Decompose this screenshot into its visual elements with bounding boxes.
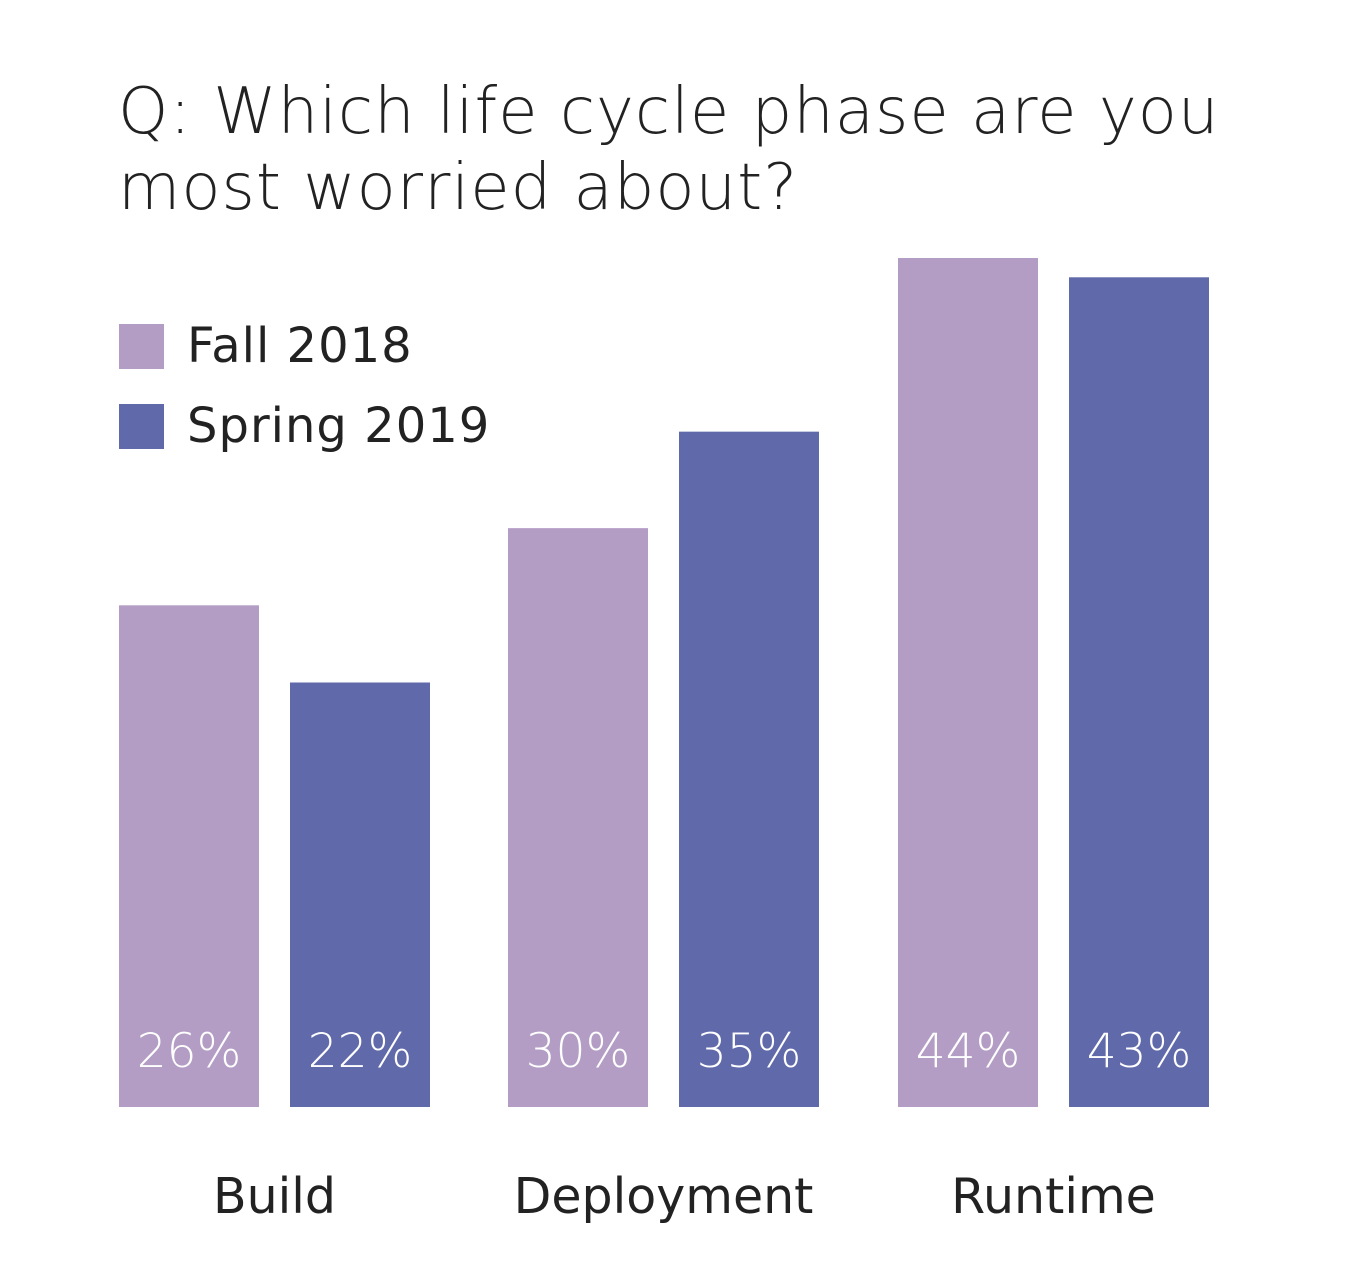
bar-build-spring-2019 bbox=[290, 682, 430, 1107]
bar-deployment-spring-2019 bbox=[679, 431, 819, 1108]
chart-title: Q: Which life cycle phase are you most w… bbox=[118, 74, 1219, 226]
legend: Fall 2018 Spring 2019 bbox=[119, 318, 490, 478]
bar-runtime-fall-2018 bbox=[898, 258, 1038, 1107]
x-tick-label: Build bbox=[213, 1168, 336, 1225]
bar-build-fall-2018 bbox=[119, 605, 259, 1107]
data-label: 30% bbox=[526, 1024, 630, 1079]
legend-swatch-fall-2018 bbox=[119, 323, 164, 369]
data-label: 35% bbox=[697, 1024, 801, 1079]
legend-label-spring-2019: Spring 2019 bbox=[187, 398, 491, 454]
legend-label-fall-2018: Fall 2018 bbox=[187, 318, 413, 374]
x-tick-label: Runtime bbox=[951, 1168, 1156, 1225]
bar-deployment-fall-2018 bbox=[508, 528, 648, 1107]
legend-item-fall-2018: Fall 2018 bbox=[119, 318, 490, 374]
data-label: 26% bbox=[137, 1024, 241, 1079]
legend-item-spring-2019: Spring 2019 bbox=[119, 398, 490, 454]
chart-title-line-2: most worried about? bbox=[118, 151, 799, 225]
data-label: 43% bbox=[1087, 1024, 1191, 1079]
data-label: 22% bbox=[308, 1024, 412, 1079]
x-tick-label: Deployment bbox=[514, 1168, 814, 1225]
legend-swatch-spring-2019 bbox=[119, 403, 164, 449]
bar-runtime-spring-2019 bbox=[1069, 277, 1209, 1108]
chart-title-line-1: Q: Which life cycle phase are you bbox=[118, 75, 1220, 149]
data-label: 44% bbox=[916, 1024, 1020, 1079]
